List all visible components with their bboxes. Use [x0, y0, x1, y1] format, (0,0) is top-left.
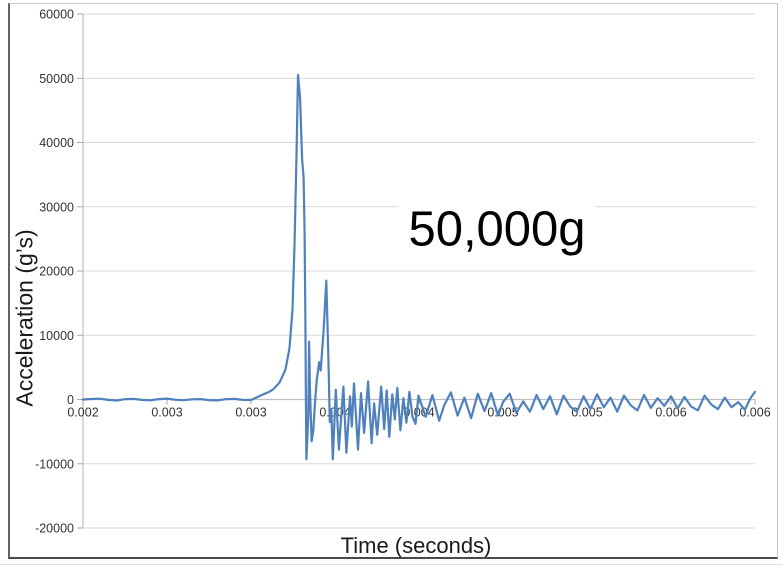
x-tick-labels: 0.002 0.003 0.003 0.004 0.004 0.005 0.005 0.006…: [67, 399, 771, 420]
x-tick-label: 0.006: [655, 406, 686, 420]
y-tick-label: 60000: [39, 8, 74, 22]
x-tick-label: 0.003: [151, 406, 182, 420]
series-line: [81, 73, 757, 461]
x-tick-label: 0.003: [235, 406, 266, 420]
y-tick-label: 0: [67, 393, 74, 407]
y-gridlines: [83, 13, 755, 529]
x-axis-title: Time (seconds): [340, 533, 492, 558]
x-tick-label: 0.005: [571, 406, 602, 420]
y-tick-label: 40000: [39, 136, 74, 150]
y-tick-label: 10000: [39, 329, 74, 343]
y-tick-label: 30000: [39, 200, 74, 214]
y-tick-label: -20000: [35, 522, 74, 536]
y-tick-label: 20000: [39, 265, 74, 279]
y-tick-label: -10000: [35, 457, 74, 471]
y-tick-label: 50000: [39, 72, 74, 86]
y-tick-labels: 60000 50000 40000 30000 20000 10000 0 -10000 -20…: [35, 8, 83, 536]
x-tick-label: 0.002: [67, 406, 98, 420]
series-acceleration: [81, 73, 757, 461]
peak-annotation-label: 50,000g: [398, 202, 596, 258]
bottom-shadow-line: [0, 564, 783, 565]
x-tick-label: 0.006: [739, 406, 770, 420]
y-axis-title: Acceleration (g’s): [11, 229, 38, 407]
